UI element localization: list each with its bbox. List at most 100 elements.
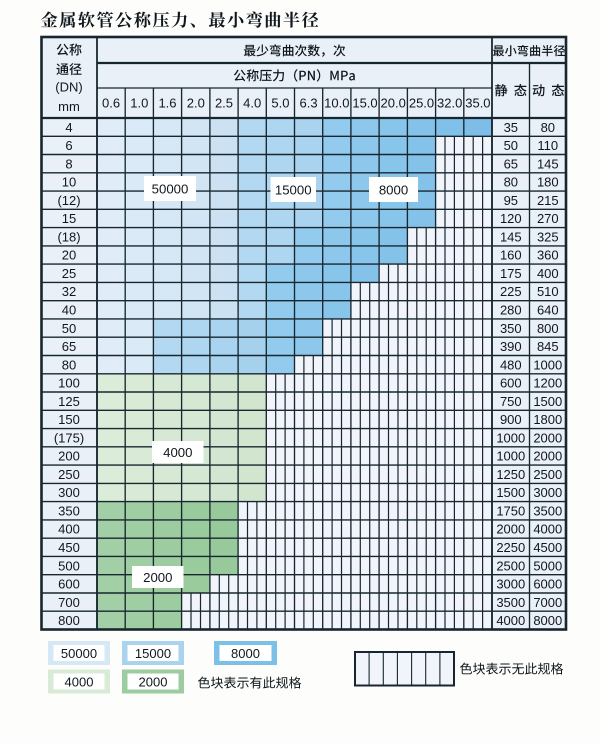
svg-text:160: 160: [500, 248, 522, 263]
svg-text:2500: 2500: [533, 467, 562, 482]
svg-text:100: 100: [58, 376, 80, 391]
svg-text:1250: 1250: [496, 467, 525, 482]
svg-text:200: 200: [58, 449, 80, 464]
svg-text:2.0: 2.0: [187, 96, 205, 111]
svg-text:350: 350: [500, 321, 522, 336]
svg-text:1.0: 1.0: [130, 96, 148, 111]
svg-text:600: 600: [58, 577, 80, 592]
svg-text:3000: 3000: [533, 485, 562, 500]
svg-text:4: 4: [65, 120, 72, 135]
svg-text:400: 400: [58, 522, 80, 537]
svg-text:4.0: 4.0: [243, 96, 261, 111]
svg-text:2000: 2000: [496, 522, 525, 537]
svg-text:145: 145: [537, 156, 559, 171]
svg-text:15000: 15000: [275, 182, 312, 197]
svg-text:2250: 2250: [496, 540, 525, 555]
svg-text:1000: 1000: [496, 430, 525, 445]
svg-text:1000: 1000: [496, 449, 525, 464]
svg-text:8000: 8000: [231, 646, 260, 661]
svg-text:350: 350: [58, 504, 80, 519]
svg-text:2500: 2500: [496, 558, 525, 573]
svg-text:4000: 4000: [533, 522, 562, 537]
svg-text:6000: 6000: [533, 577, 562, 592]
svg-text:8: 8: [65, 156, 72, 171]
svg-text:2000: 2000: [143, 570, 172, 585]
svg-text:40: 40: [62, 303, 76, 318]
svg-text:mm: mm: [58, 99, 80, 114]
svg-text:1500: 1500: [496, 485, 525, 500]
svg-text:1500: 1500: [533, 394, 562, 409]
svg-text:15.0: 15.0: [352, 96, 377, 111]
svg-text:20: 20: [62, 248, 76, 263]
svg-text:65: 65: [62, 339, 76, 354]
svg-text:80: 80: [504, 175, 518, 190]
svg-text:280: 280: [500, 303, 522, 318]
svg-text:250: 250: [58, 467, 80, 482]
svg-text:1800: 1800: [533, 412, 562, 427]
svg-text:600: 600: [500, 376, 522, 391]
svg-text:510: 510: [537, 284, 559, 299]
svg-text:50: 50: [504, 138, 518, 153]
svg-text:4000: 4000: [65, 674, 94, 689]
svg-text:845: 845: [537, 339, 559, 354]
svg-text:175: 175: [500, 266, 522, 281]
svg-text:2000: 2000: [533, 430, 562, 445]
svg-text:8000: 8000: [379, 182, 408, 197]
svg-text:80: 80: [541, 120, 555, 135]
svg-text:360: 360: [537, 248, 559, 263]
svg-text:4000: 4000: [163, 445, 192, 460]
svg-text:20.0: 20.0: [381, 96, 406, 111]
svg-text:325: 325: [537, 229, 559, 244]
svg-text:15: 15: [62, 211, 76, 226]
svg-text:110: 110: [537, 138, 558, 153]
svg-text:300: 300: [58, 485, 80, 500]
svg-text:5.0: 5.0: [271, 96, 289, 111]
svg-text:25.0: 25.0: [409, 96, 434, 111]
svg-text:900: 900: [500, 412, 522, 427]
svg-text:5000: 5000: [533, 558, 562, 573]
svg-text:6: 6: [65, 138, 72, 153]
svg-text:2000: 2000: [139, 674, 168, 689]
svg-text:640: 640: [537, 303, 559, 318]
svg-text:1200: 1200: [533, 376, 562, 391]
svg-text:3000: 3000: [496, 577, 525, 592]
svg-text:3500: 3500: [533, 504, 562, 519]
svg-text:180: 180: [537, 175, 559, 190]
svg-text:150: 150: [58, 412, 80, 427]
svg-text:4500: 4500: [533, 540, 562, 555]
svg-text:1.6: 1.6: [158, 96, 176, 111]
svg-text:15000: 15000: [135, 646, 171, 661]
svg-text:750: 750: [500, 394, 522, 409]
svg-text:4000: 4000: [496, 613, 525, 628]
svg-text:6.3: 6.3: [300, 96, 318, 111]
svg-text:25: 25: [62, 266, 76, 281]
svg-text:125: 125: [58, 394, 80, 409]
svg-text:32.0: 32.0: [437, 96, 462, 111]
svg-text:10: 10: [62, 175, 76, 190]
svg-text:3500: 3500: [496, 595, 525, 610]
svg-text:(175): (175): [54, 430, 84, 445]
svg-text:145: 145: [500, 229, 522, 244]
svg-text:10.0: 10.0: [324, 96, 349, 111]
svg-text:35.0: 35.0: [465, 96, 490, 111]
svg-text:400: 400: [537, 266, 559, 281]
svg-text:50: 50: [62, 321, 76, 336]
svg-text:50000: 50000: [61, 646, 97, 661]
svg-text:80: 80: [62, 357, 76, 372]
svg-text:700: 700: [58, 595, 80, 610]
svg-text:7000: 7000: [533, 595, 562, 610]
svg-text:120: 120: [500, 211, 522, 226]
svg-text:(DN): (DN): [55, 80, 82, 95]
svg-text:800: 800: [58, 613, 80, 628]
svg-text:500: 500: [58, 558, 80, 573]
svg-text:450: 450: [58, 540, 80, 555]
svg-text:35: 35: [504, 120, 518, 135]
svg-text:2.5: 2.5: [215, 96, 233, 111]
svg-text:215: 215: [537, 193, 559, 208]
svg-text:65: 65: [504, 156, 518, 171]
svg-text:1000: 1000: [533, 357, 562, 372]
svg-text:0.6: 0.6: [102, 96, 120, 111]
svg-text:8000: 8000: [533, 613, 562, 628]
svg-text:800: 800: [537, 321, 559, 336]
svg-text:(12): (12): [57, 193, 80, 208]
